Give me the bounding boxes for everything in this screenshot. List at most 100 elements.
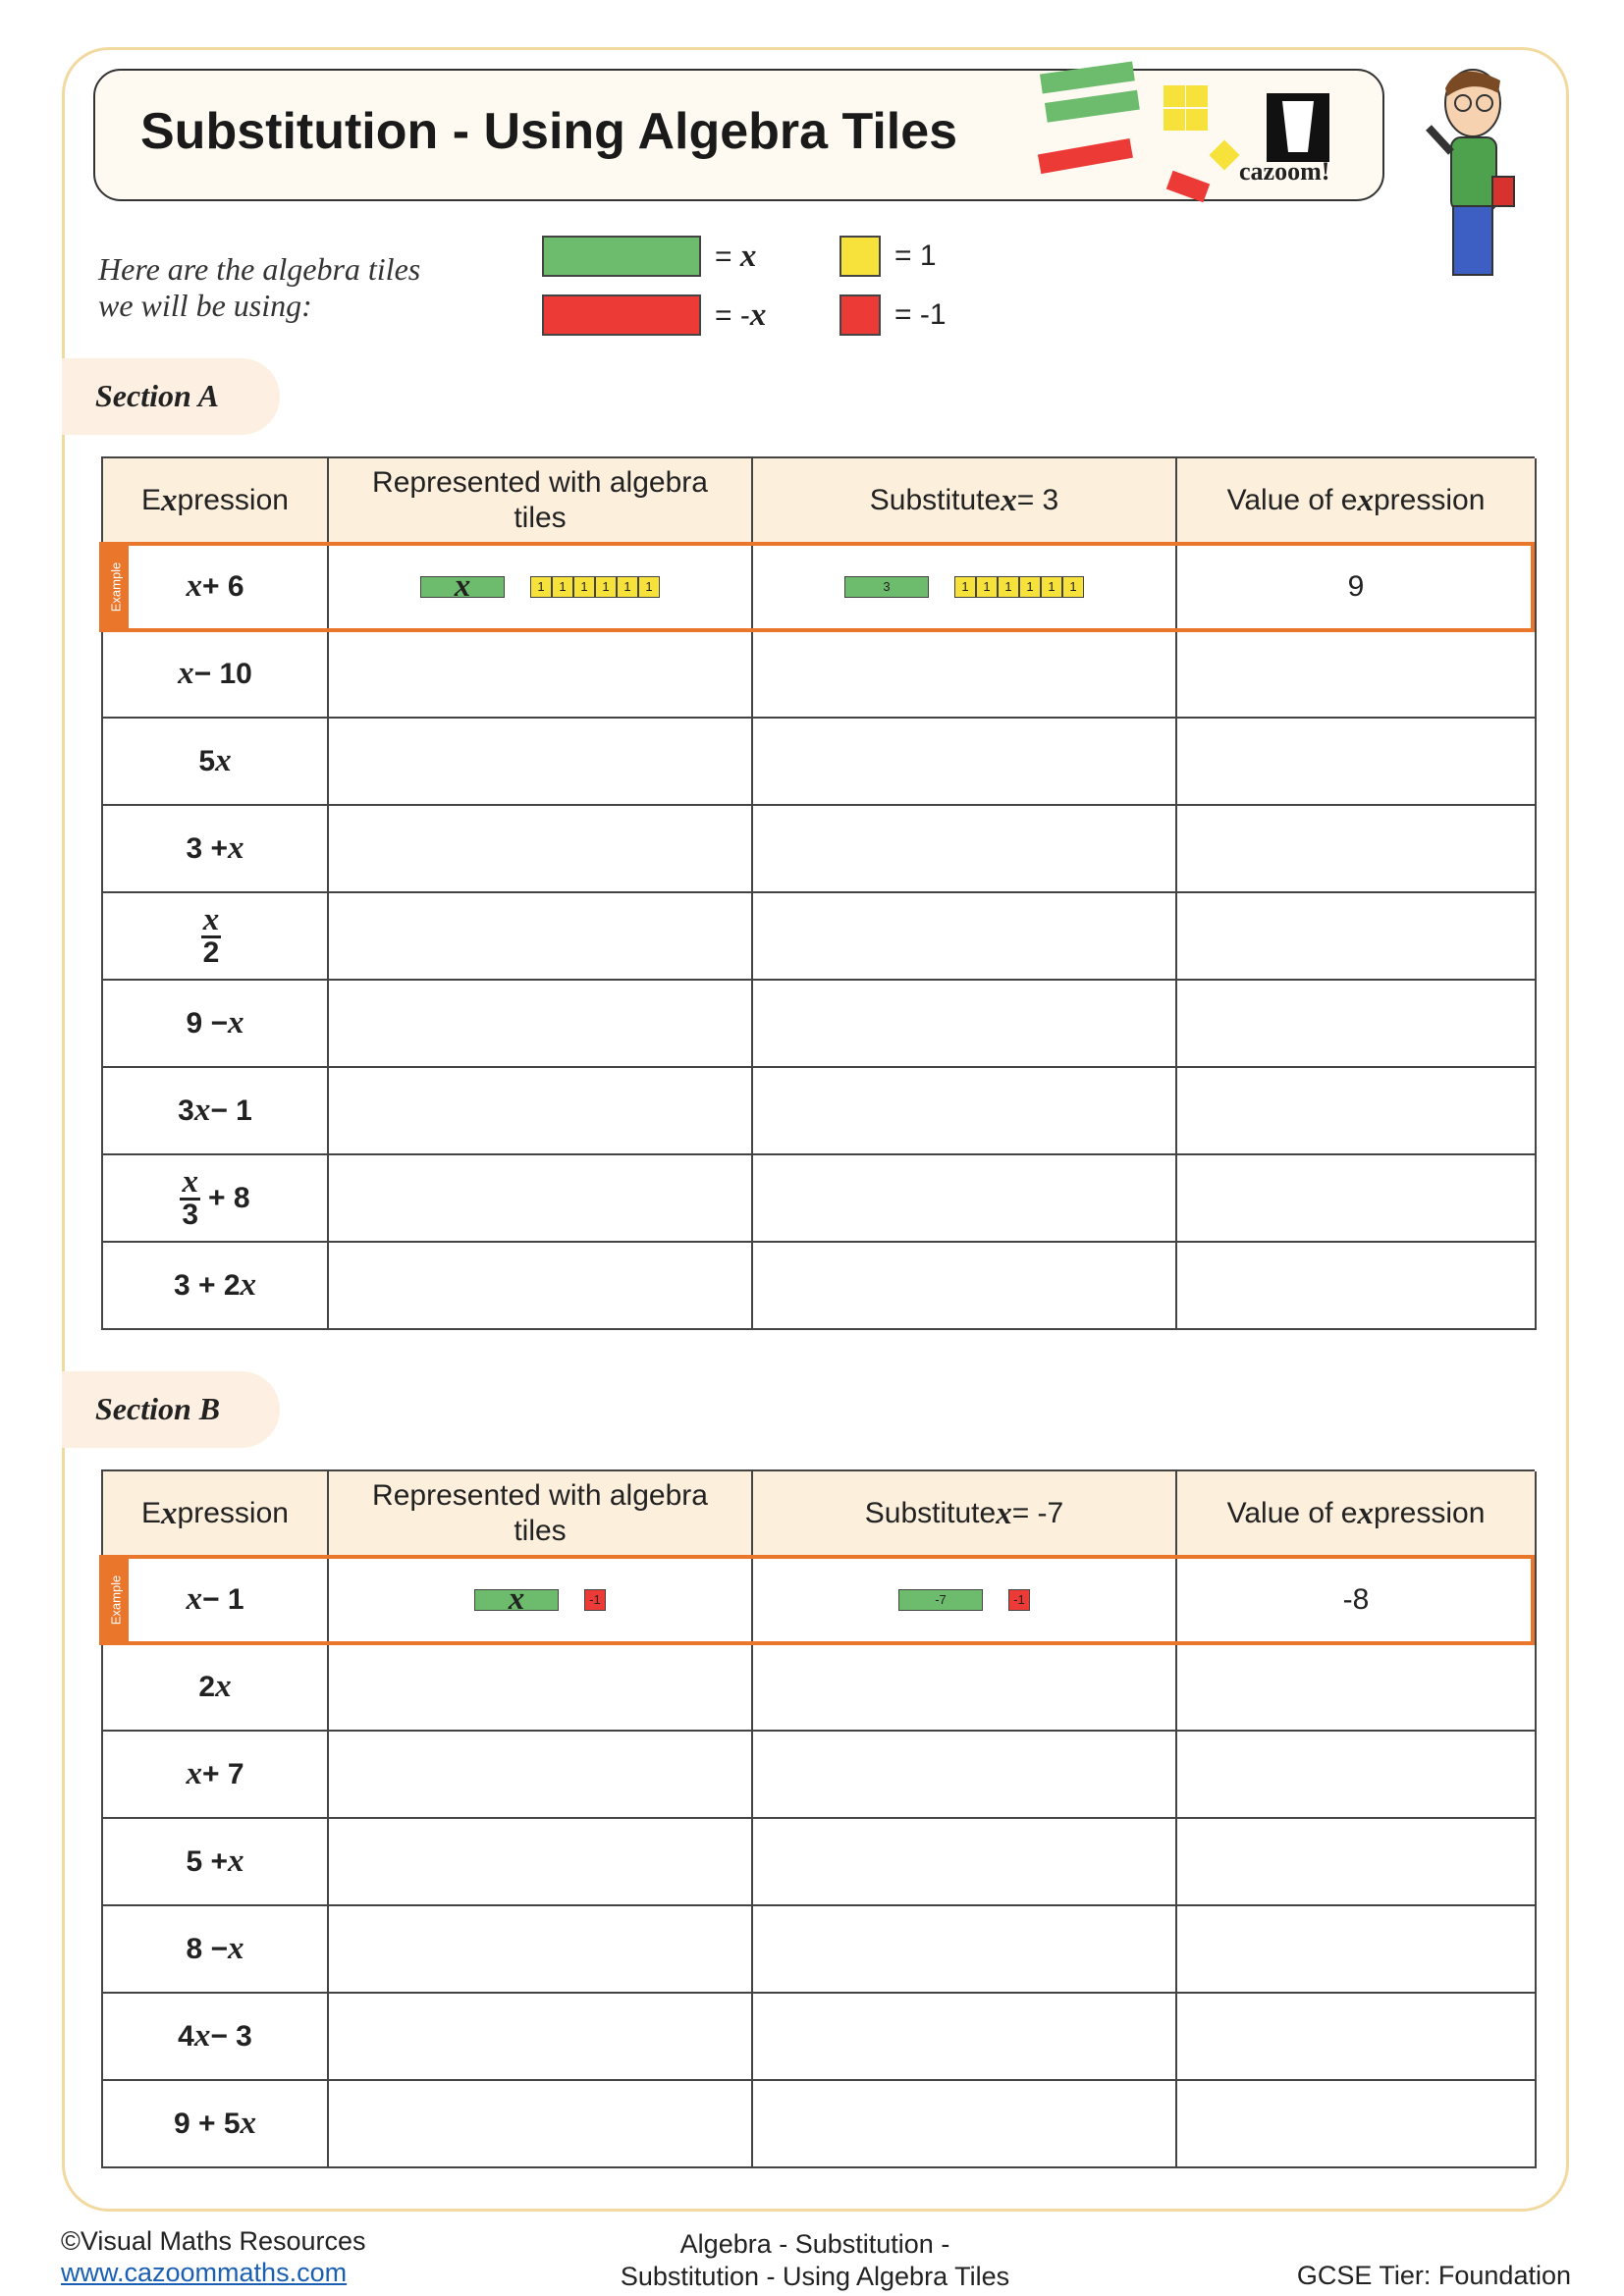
- expression-rest: + 8: [207, 1181, 250, 1214]
- answer-space: [1177, 1906, 1537, 1994]
- answer-space: [329, 1155, 753, 1243]
- column-header: Substitute x = 3: [753, 458, 1177, 544]
- answer-space: [1177, 1994, 1537, 2081]
- algebra-tile: 1: [595, 575, 617, 598]
- key-label: = -x: [715, 297, 767, 333]
- expression: x + 6: [103, 544, 329, 631]
- tile-group: x -1: [474, 1582, 606, 1615]
- answer-space: [1177, 2081, 1537, 2168]
- algebra-tile: -1: [1008, 1588, 1030, 1611]
- key-label: = -1: [894, 298, 947, 331]
- answer-space: [753, 1732, 1177, 1819]
- answer-space: [753, 893, 1177, 981]
- key-label: = x: [715, 239, 757, 274]
- algebra-tile: x: [474, 1582, 559, 1615]
- algebra-tile: 1: [1041, 575, 1062, 598]
- answer-space: [1177, 1155, 1537, 1243]
- answer-space: [329, 1994, 753, 2081]
- answer: 9: [1177, 544, 1537, 631]
- header-decoration: [1037, 61, 1329, 203]
- answer: -8: [1177, 1557, 1537, 1644]
- answer-space: [753, 1906, 1177, 1994]
- algebra-tile: 1: [976, 575, 998, 598]
- answer-space: [1177, 719, 1537, 806]
- answer-space: [329, 631, 753, 719]
- answer-space: [329, 1732, 753, 1819]
- footer-topic: Algebra - Substitution - Substitution - …: [569, 2228, 1060, 2293]
- key-tile: [839, 294, 881, 336]
- section-tab: Section A: [62, 358, 280, 435]
- key-intro-line: Here are the algebra tiles: [98, 251, 421, 287]
- footer-tier: GCSE Tier: Foundation: [1296, 2261, 1571, 2290]
- column-header: Value of e x pression: [1177, 458, 1537, 544]
- algebra-tile: 1: [954, 575, 976, 598]
- tile-group: -7 -1: [898, 1588, 1030, 1611]
- substituted-cell: -7 -1: [753, 1557, 1177, 1644]
- answer-space: [753, 1243, 1177, 1330]
- key-tile: [839, 236, 881, 277]
- cartoon-figure: [1426, 69, 1515, 276]
- answer-space: [329, 1906, 753, 1994]
- footer-topic-line: Substitution - Using Algebra Tiles: [620, 2262, 1010, 2291]
- answer-space: [329, 719, 753, 806]
- column-header: Represented with algebra tiles: [329, 1471, 753, 1557]
- answer-space: [329, 2081, 753, 2168]
- numerator: x: [200, 901, 222, 938]
- answer-space: [329, 1819, 753, 1906]
- answer-space: [329, 1644, 753, 1732]
- answer-space: [1177, 631, 1537, 719]
- title: Substitution - Using Algebra Tiles: [140, 103, 958, 160]
- page-border: [62, 47, 1569, 2212]
- column-header: Represented with algebra tiles: [329, 458, 753, 544]
- answer-space: [753, 1994, 1177, 2081]
- algebra-tile: 1: [552, 575, 573, 598]
- algebra-tile: -1: [584, 1588, 606, 1611]
- expression: 3 + x: [103, 806, 329, 893]
- answer-space: [329, 806, 753, 893]
- answer-space: [329, 893, 753, 981]
- algebra-tile: 1: [530, 575, 552, 598]
- answer-space: [1177, 1644, 1537, 1732]
- answer-space: [1177, 1819, 1537, 1906]
- expression: x − 10: [103, 631, 329, 719]
- algebra-tile: 1: [617, 575, 638, 598]
- footer-topic-line: Algebra - Substitution -: [679, 2229, 950, 2259]
- expression: x 3 + 8: [103, 1155, 329, 1243]
- column-header: Substitute x = -7: [753, 1471, 1177, 1557]
- denominator: 2: [202, 935, 220, 969]
- answer-space: [753, 1068, 1177, 1155]
- algebra-tile: x: [420, 569, 505, 602]
- algebra-tile: 1: [1019, 575, 1041, 598]
- section-tab: Section B: [62, 1371, 280, 1448]
- answer-space: [753, 631, 1177, 719]
- answer-space: [329, 981, 753, 1068]
- answer-space: [329, 1243, 753, 1330]
- tiles-cell: x -1: [329, 1557, 753, 1644]
- answer-space: [753, 1155, 1177, 1243]
- key-tile: [542, 236, 701, 277]
- algebra-tile: 1: [638, 575, 660, 598]
- footer-link[interactable]: www.cazoommaths.com: [61, 2258, 348, 2287]
- expression: x − 1: [103, 1557, 329, 1644]
- answer-space: [1177, 981, 1537, 1068]
- expression: 5 + x: [103, 1819, 329, 1906]
- footer-copyright: ©Visual Maths Resources: [61, 2226, 366, 2256]
- answer-space: [753, 719, 1177, 806]
- numerator: x: [180, 1163, 200, 1201]
- key-intro: Here are the algebra tiles we will be us…: [98, 251, 420, 324]
